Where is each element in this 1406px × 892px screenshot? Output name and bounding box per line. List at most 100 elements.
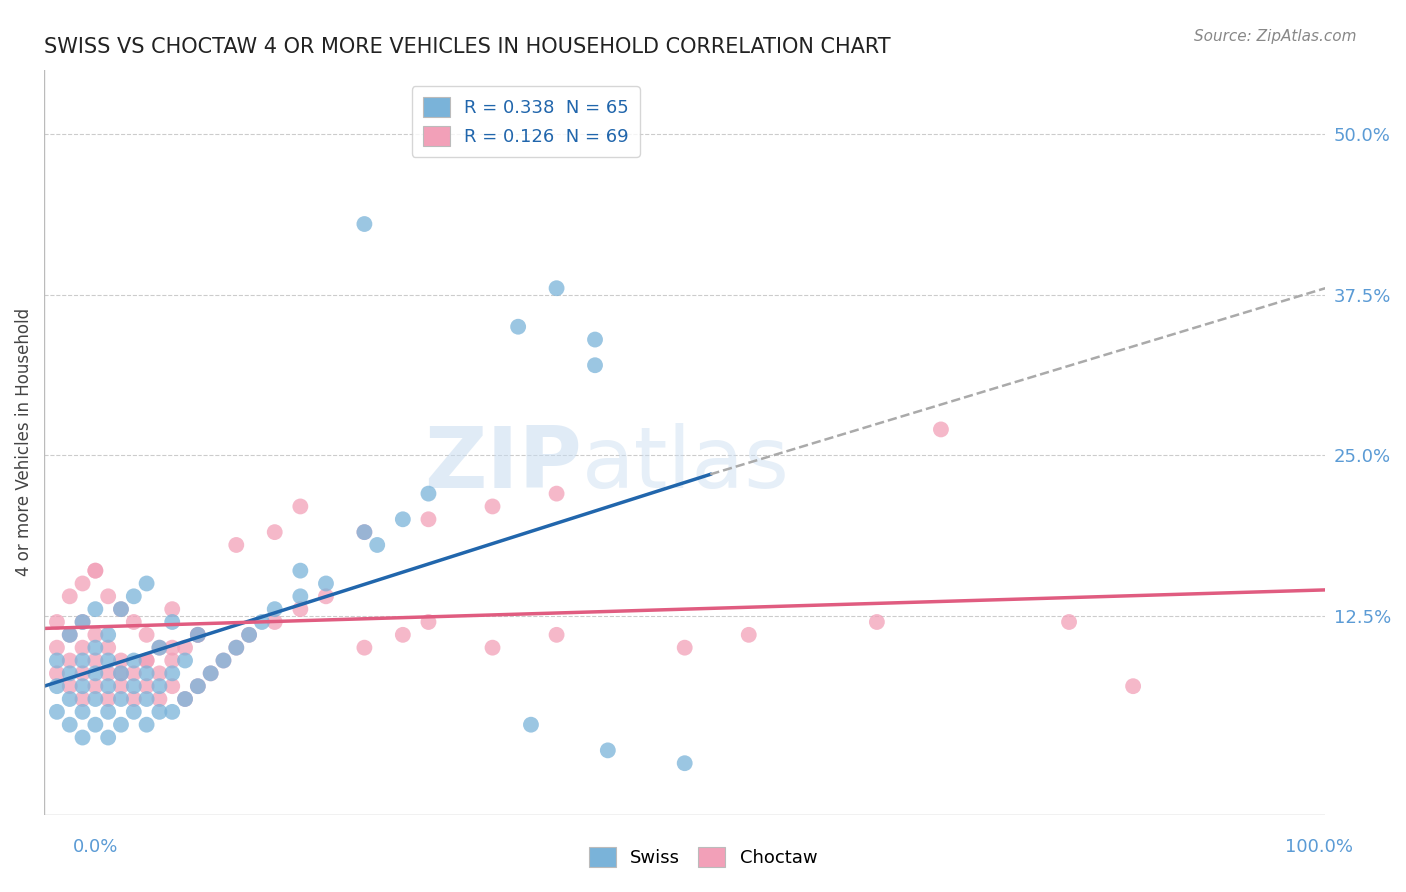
Point — [97, 731, 120, 745]
Point — [160, 666, 183, 681]
Point — [290, 564, 312, 578]
Point — [135, 692, 157, 706]
Point — [72, 731, 94, 745]
Point — [72, 679, 94, 693]
Point — [59, 653, 82, 667]
Point — [148, 692, 170, 706]
Point — [225, 538, 247, 552]
Point — [200, 666, 222, 681]
Point — [135, 679, 157, 693]
Point — [673, 756, 696, 771]
Point — [546, 628, 568, 642]
Point — [148, 640, 170, 655]
Point — [59, 628, 82, 642]
Point — [122, 653, 145, 667]
Legend: Swiss, Choctaw: Swiss, Choctaw — [582, 839, 824, 874]
Point — [315, 590, 337, 604]
Point — [45, 666, 67, 681]
Point — [97, 653, 120, 667]
Point — [481, 500, 503, 514]
Point — [187, 628, 209, 642]
Point — [72, 576, 94, 591]
Point — [84, 666, 107, 681]
Point — [97, 679, 120, 693]
Point — [238, 628, 260, 642]
Point — [110, 679, 132, 693]
Point — [72, 692, 94, 706]
Text: 100.0%: 100.0% — [1285, 838, 1353, 855]
Point — [160, 705, 183, 719]
Point — [97, 628, 120, 642]
Point — [135, 576, 157, 591]
Point — [290, 590, 312, 604]
Text: 0.0%: 0.0% — [73, 838, 118, 855]
Point — [72, 615, 94, 629]
Point — [72, 653, 94, 667]
Point — [122, 615, 145, 629]
Point — [187, 679, 209, 693]
Point — [481, 640, 503, 655]
Point — [59, 679, 82, 693]
Point — [187, 679, 209, 693]
Point — [72, 640, 94, 655]
Point — [160, 640, 183, 655]
Text: ZIP: ZIP — [425, 423, 582, 506]
Point — [353, 217, 375, 231]
Point — [110, 717, 132, 731]
Point — [72, 615, 94, 629]
Point — [225, 640, 247, 655]
Point — [84, 564, 107, 578]
Point — [1122, 679, 1144, 693]
Point — [225, 640, 247, 655]
Point — [122, 705, 145, 719]
Point — [122, 590, 145, 604]
Point — [148, 679, 170, 693]
Text: SWISS VS CHOCTAW 4 OR MORE VEHICLES IN HOUSEHOLD CORRELATION CHART: SWISS VS CHOCTAW 4 OR MORE VEHICLES IN H… — [44, 37, 891, 57]
Point — [148, 705, 170, 719]
Point — [97, 640, 120, 655]
Point — [353, 525, 375, 540]
Point — [59, 717, 82, 731]
Point — [160, 653, 183, 667]
Point — [110, 653, 132, 667]
Point — [45, 640, 67, 655]
Point — [508, 319, 530, 334]
Point — [160, 679, 183, 693]
Point — [84, 679, 107, 693]
Point — [250, 615, 273, 629]
Point — [59, 666, 82, 681]
Point — [110, 666, 132, 681]
Point — [72, 705, 94, 719]
Point — [187, 628, 209, 642]
Point — [84, 692, 107, 706]
Point — [738, 628, 761, 642]
Point — [418, 512, 440, 526]
Point — [122, 666, 145, 681]
Point — [546, 486, 568, 500]
Point — [72, 666, 94, 681]
Point — [174, 653, 197, 667]
Point — [353, 525, 375, 540]
Point — [148, 666, 170, 681]
Y-axis label: 4 or more Vehicles in Household: 4 or more Vehicles in Household — [15, 309, 32, 576]
Point — [110, 602, 132, 616]
Text: atlas: atlas — [582, 423, 790, 506]
Point — [263, 602, 285, 616]
Point — [135, 653, 157, 667]
Point — [135, 628, 157, 642]
Point — [187, 628, 209, 642]
Point — [174, 640, 197, 655]
Point — [59, 692, 82, 706]
Point — [148, 640, 170, 655]
Point — [353, 640, 375, 655]
Point — [392, 512, 415, 526]
Point — [546, 281, 568, 295]
Point — [97, 590, 120, 604]
Point — [238, 628, 260, 642]
Point — [160, 615, 183, 629]
Point — [174, 692, 197, 706]
Point — [135, 666, 157, 681]
Point — [84, 653, 107, 667]
Point — [97, 705, 120, 719]
Point — [200, 666, 222, 681]
